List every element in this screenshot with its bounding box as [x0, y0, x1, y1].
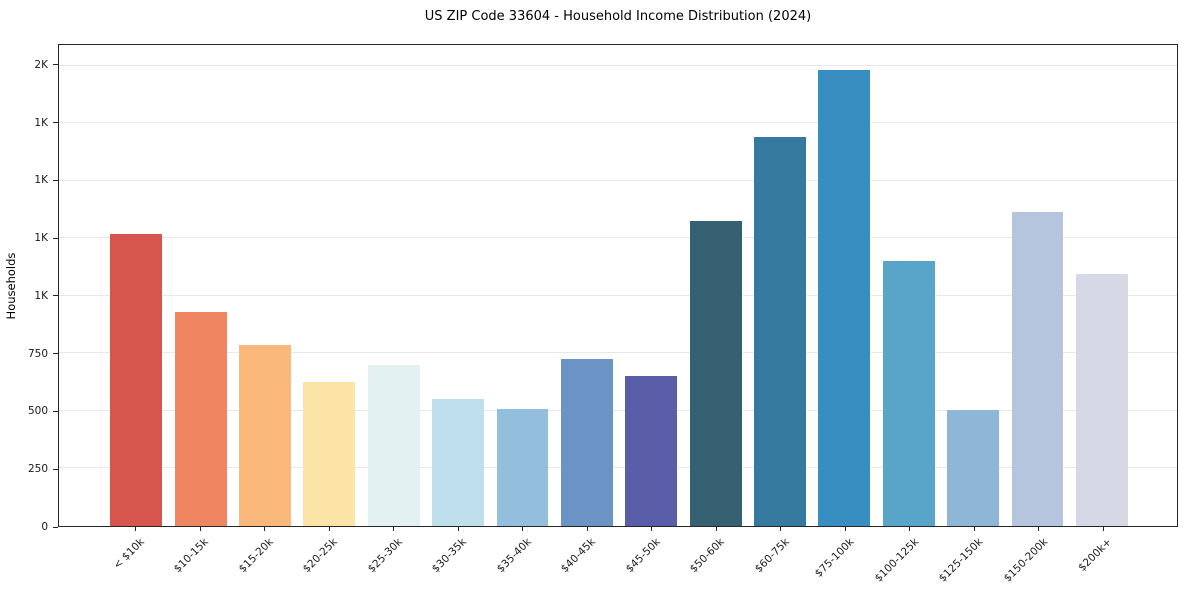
y-tick-label: 2K — [34, 58, 48, 71]
x-tick-label: $125-150k — [936, 536, 986, 585]
x-tick-mark — [586, 527, 588, 531]
x-tick-label: < $10k — [111, 536, 147, 572]
bar-$10-15k — [174, 311, 227, 526]
bar-slot — [104, 45, 168, 526]
bar-$40-45k — [560, 359, 613, 526]
y-tick-label: 1K — [34, 289, 48, 302]
x-tick-label: $75-100k — [812, 536, 857, 580]
gridline — [59, 64, 1177, 66]
bar-$45-50k — [625, 376, 678, 526]
x-tick-mark — [135, 527, 137, 531]
bar-slot — [1070, 45, 1134, 526]
gridline — [59, 467, 1177, 469]
bar-slot — [748, 45, 812, 526]
bar-slot — [555, 45, 619, 526]
y-tick-label: 1K — [34, 116, 48, 129]
x-tick-mark — [522, 527, 524, 531]
y-tick-label: 0 — [41, 521, 48, 533]
bar-$25-30k — [367, 364, 420, 526]
x-tick-label: $200k+ — [1076, 536, 1115, 574]
bar-$20-25k — [303, 382, 356, 526]
x-tick-mark — [1102, 527, 1104, 531]
x-tick-label: $60-75k — [752, 536, 792, 576]
bar-$200k+ — [1075, 274, 1128, 526]
bar-slot — [812, 45, 876, 526]
x-tick-label: $20-25k — [301, 536, 341, 576]
x-tick-label: $10-15k — [172, 536, 212, 576]
plot-area — [58, 44, 1178, 527]
chart-title: US ZIP Code 33604 - Household Income Dis… — [424, 9, 812, 24]
gridline — [59, 237, 1177, 239]
bar-$15-20k — [239, 345, 291, 526]
y-tick-mark — [53, 122, 58, 124]
y-tick-mark — [53, 64, 58, 66]
bar-slot — [168, 45, 232, 526]
gridline — [59, 122, 1177, 124]
bar-$75-100k — [818, 70, 871, 526]
bar-slot — [297, 45, 361, 526]
bar-slot — [683, 45, 747, 526]
bar-slot — [619, 45, 683, 526]
bar-$100-125k — [882, 261, 935, 526]
bar-$30-35k — [432, 399, 484, 526]
gridline — [59, 409, 1177, 411]
y-axis-label: Households — [4, 252, 18, 320]
bar-$150-200k — [1011, 211, 1064, 526]
bar-$60-75k — [754, 137, 806, 526]
y-tick-mark — [53, 295, 58, 297]
y-tick-label: 750 — [27, 347, 48, 360]
gridline — [59, 352, 1177, 354]
y-tick-mark — [53, 410, 58, 412]
y-tick-mark — [53, 468, 58, 470]
y-tick-label: 500 — [27, 405, 48, 418]
bar-$50-60k — [689, 221, 742, 526]
bar-slot — [426, 45, 490, 526]
y-tick-label: 1K — [34, 232, 48, 245]
x-tick-label: $100-125k — [872, 536, 921, 585]
x-tick-mark — [651, 527, 653, 531]
y-tick-label: 250 — [27, 463, 48, 476]
x-tick-mark — [264, 527, 266, 531]
x-tick-mark — [973, 527, 975, 531]
bar-< $10k — [110, 233, 163, 526]
bars — [104, 45, 1134, 526]
x-tick-mark — [1038, 527, 1040, 531]
y-tick-mark — [53, 353, 58, 355]
bar-slot — [362, 45, 426, 526]
x-tick-label: $45-50k — [623, 536, 663, 576]
x-tick-mark — [844, 527, 846, 531]
y-tick-mark — [53, 526, 58, 528]
gridline — [59, 179, 1177, 181]
x-tick-mark — [328, 527, 330, 531]
x-tick-mark — [457, 527, 459, 531]
x-tick-mark — [715, 527, 717, 531]
gridline — [59, 294, 1177, 296]
bar-slot — [941, 45, 1005, 526]
x-tick-label: $25-30k — [365, 536, 405, 576]
x-tick-mark — [393, 527, 395, 531]
y-tick-mark — [53, 179, 58, 181]
bar-$35-40k — [496, 408, 549, 526]
bar-slot — [877, 45, 941, 526]
x-tick-label: $50-60k — [688, 536, 728, 576]
y-tick-mark — [53, 237, 58, 239]
bar-slot — [1005, 45, 1069, 526]
x-tick-label: $40-45k — [559, 536, 599, 576]
x-tick-mark — [909, 527, 911, 531]
x-tick-label: $30-35k — [430, 536, 470, 576]
x-tick-mark — [199, 527, 201, 531]
bar-slot — [490, 45, 554, 526]
x-tick-label: $150-200k — [1001, 536, 1050, 585]
x-tick-label: $15-20k — [236, 536, 276, 576]
y-tick-label: 1K — [34, 174, 48, 187]
bar-$125-150k — [947, 409, 999, 526]
x-tick-label: $35-40k — [494, 536, 534, 576]
bar-slot — [233, 45, 297, 526]
x-tick-mark — [780, 527, 782, 531]
